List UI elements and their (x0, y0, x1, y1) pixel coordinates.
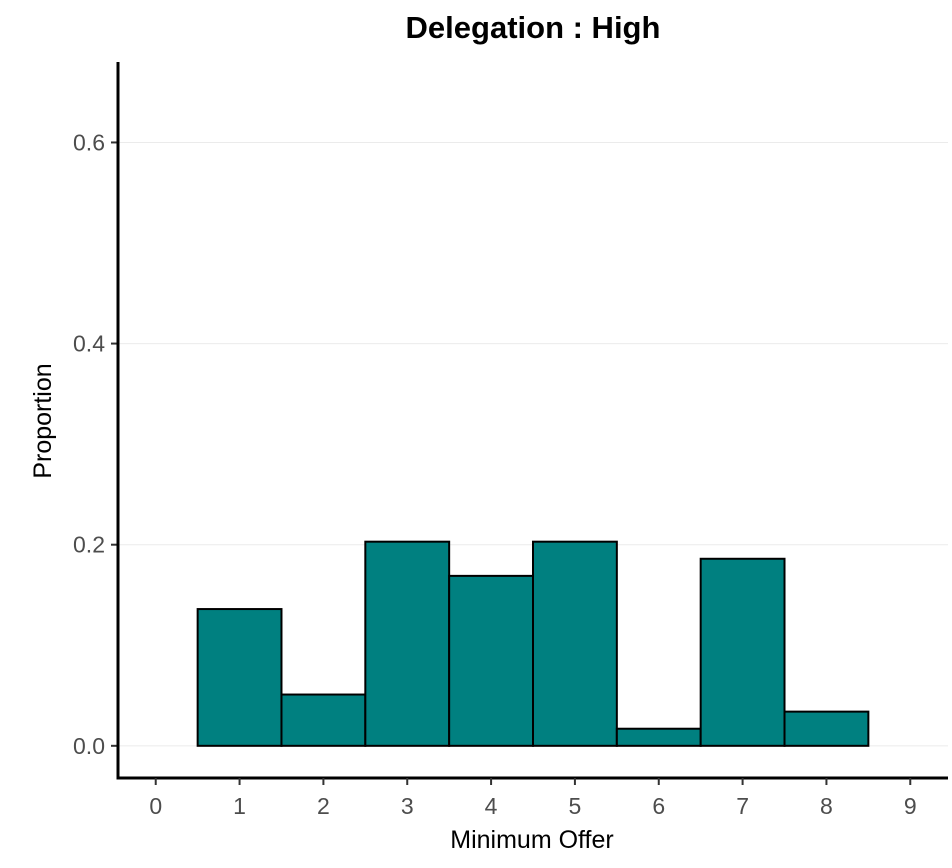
bar-5 (532, 540, 618, 747)
y-tick-label: 0.4 (73, 331, 105, 357)
x-tick-label: 2 (317, 793, 330, 819)
y-axis-label: Proportion (29, 363, 57, 478)
x-tick-label: 5 (569, 793, 582, 819)
bar-1 (196, 608, 283, 747)
bar-7 (699, 557, 786, 747)
chart-title: Delegation : High (406, 10, 661, 45)
bar-6 (615, 727, 702, 747)
y-tick-label: 0.6 (73, 129, 105, 155)
x-tick-label: 4 (485, 793, 498, 819)
bar-3 (364, 540, 451, 747)
y-tick-label: 0.2 (73, 532, 105, 558)
x-tick-label: 9 (904, 793, 917, 819)
bars (196, 540, 870, 747)
bar-4 (448, 574, 535, 747)
x-axis-label: Minimum Offer (450, 826, 613, 854)
y-tick-label: 0.0 (73, 733, 105, 759)
x-tick-label: 0 (149, 793, 162, 819)
x-tick-label: 1 (233, 793, 246, 819)
x-tick-label: 3 (401, 793, 414, 819)
x-tick-label: 6 (652, 793, 665, 819)
axes: 0.0 0.2 0.4 0.6 0 1 2 3 4 5 6 7 8 9 (73, 62, 948, 819)
bar-8 (783, 710, 870, 747)
x-tick-label: 7 (736, 793, 749, 819)
bar-2 (280, 693, 367, 747)
x-tick-label: 8 (820, 793, 833, 819)
